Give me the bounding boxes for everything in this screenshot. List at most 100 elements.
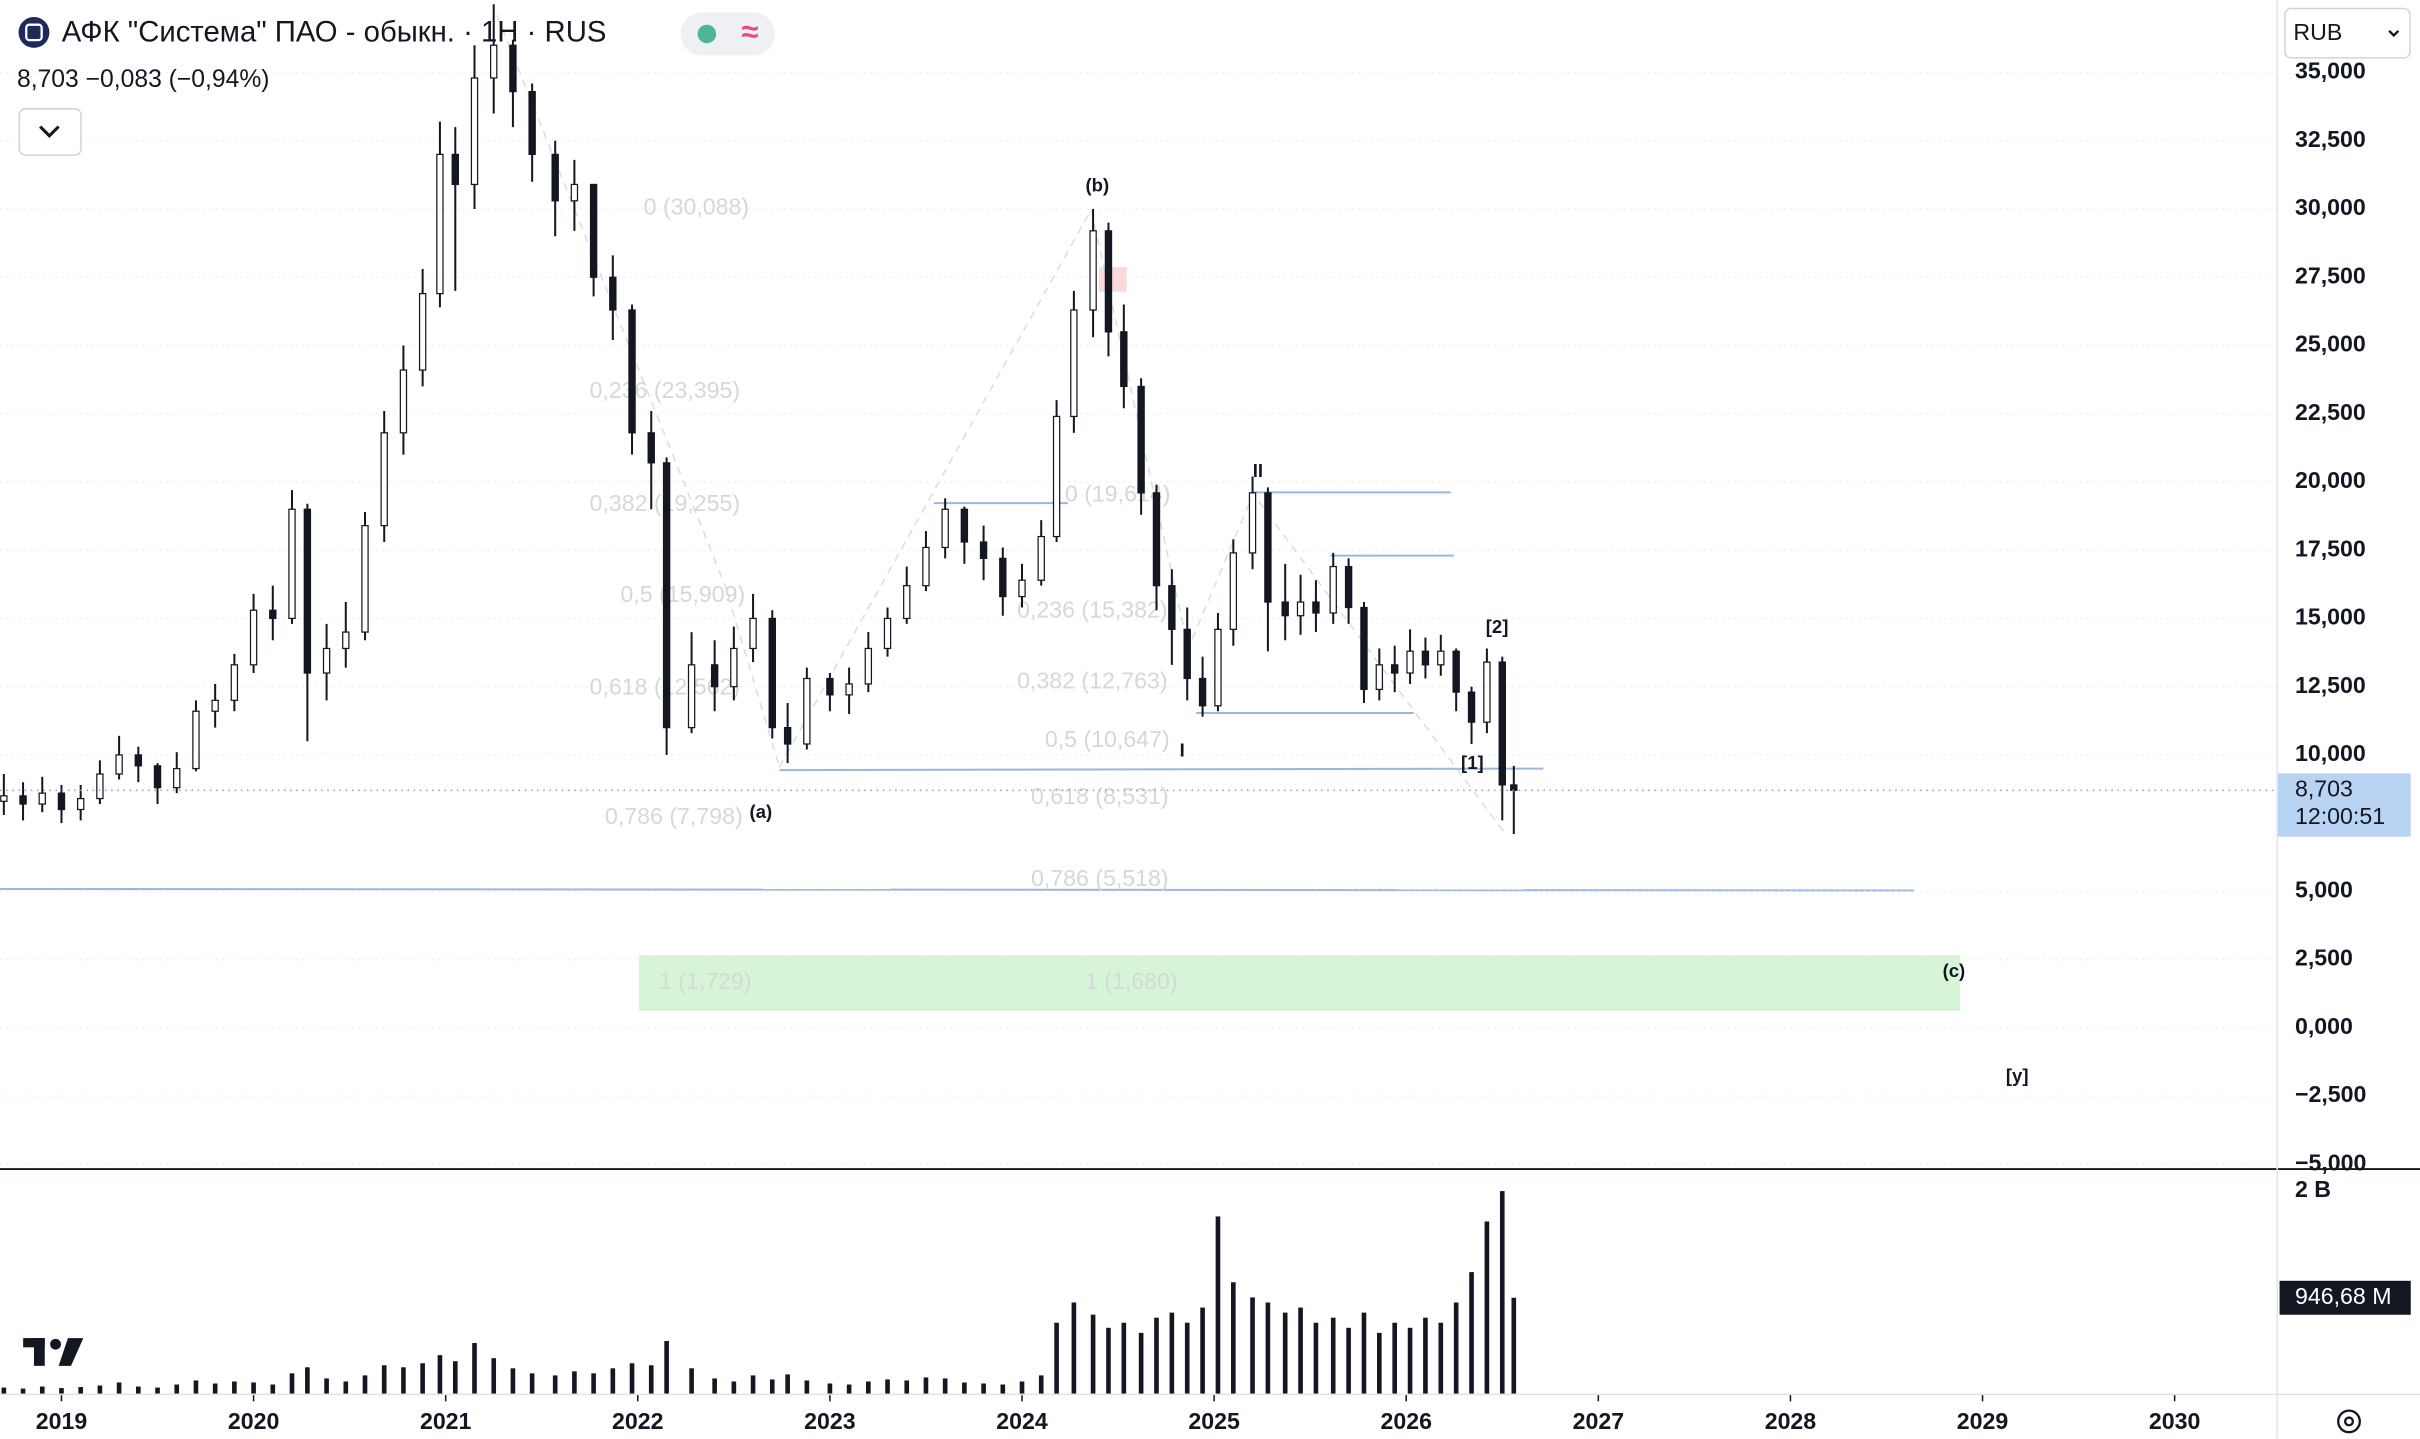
volume-bar [270, 1384, 276, 1394]
volume-bar [1215, 1216, 1221, 1394]
fib-label: 1 (1,680) [1085, 968, 1178, 994]
volume-bar [942, 1378, 948, 1394]
wave-label: [1] [1461, 752, 1484, 773]
fib-label: 0,382 (12,763) [1017, 667, 1168, 693]
volume-bar [689, 1368, 694, 1394]
x-tick-label: 2026 [1380, 1408, 1432, 1434]
volume-bar [552, 1375, 558, 1394]
volume-bar [1054, 1322, 1059, 1394]
status-pill[interactable] [680, 12, 775, 56]
fib-label: 0,786 (5,518) [1031, 865, 1169, 891]
volume-bar [1169, 1312, 1175, 1394]
volume-bar [1499, 1191, 1505, 1394]
x-tick-label: 2027 [1573, 1408, 1624, 1434]
volume-bar [1231, 1282, 1236, 1394]
candle-body [399, 369, 408, 434]
fib-label: 0,5 (15,909) [620, 581, 745, 607]
candle-body [134, 754, 143, 767]
volume-bar [212, 1383, 218, 1394]
status-icon: ≈ [742, 14, 759, 49]
volume-bar [1511, 1297, 1517, 1394]
level-line [779, 767, 1544, 772]
candle-body [783, 726, 792, 745]
chevron [2388, 30, 2400, 38]
volume-bar [232, 1381, 237, 1394]
volume-bar [1298, 1307, 1303, 1394]
settings-icon [2343, 1416, 2355, 1427]
level-line [0, 887, 1914, 892]
candle-body [288, 508, 296, 620]
fib-label: 0,236 (15,382) [1017, 596, 1168, 622]
volume-bar [572, 1371, 577, 1394]
volume-bar [116, 1382, 122, 1394]
candle-body [979, 541, 988, 560]
wave-label: (a) [750, 801, 773, 822]
volume-bar [785, 1374, 790, 1394]
y-tick-label: 2,500 [2295, 945, 2353, 971]
volume-bar [39, 1386, 45, 1394]
candle-body [1329, 565, 1337, 614]
candle-body [361, 525, 369, 633]
candle-body [509, 44, 517, 93]
x-tick-label: 2030 [2149, 1408, 2200, 1434]
candle-body [1375, 664, 1384, 691]
volume-bar [1121, 1322, 1127, 1394]
tv-logo [23, 1338, 84, 1366]
volume-bar [305, 1367, 310, 1394]
candle-body [96, 773, 104, 800]
volume-bar [437, 1355, 443, 1394]
volume-bar [1484, 1221, 1490, 1394]
y-tick-label: 30,000 [2295, 194, 2366, 220]
y-tick-label: 20,000 [2295, 467, 2366, 493]
currency[interactable]: RUB [2293, 19, 2342, 45]
y-tick-label: 22,500 [2295, 399, 2366, 425]
collapse-button[interactable] [18, 108, 82, 156]
volume-bar [1423, 1317, 1428, 1394]
volume-last-label: 946,68 M [2295, 1283, 2391, 1309]
volume-bar [78, 1387, 83, 1394]
volume-bar [1184, 1322, 1190, 1394]
volume-bar [1469, 1272, 1474, 1394]
volume-bar [731, 1381, 737, 1394]
candle-body [1281, 601, 1289, 617]
candle-body [1037, 535, 1045, 581]
volume-bar [97, 1385, 103, 1394]
candle-body [1214, 628, 1222, 707]
volume-bar [155, 1387, 160, 1394]
candle-body [1070, 309, 1078, 418]
volume-bar [962, 1382, 967, 1394]
wave-label: (b) [1086, 175, 1110, 196]
candle-body [687, 664, 696, 729]
candle-body [710, 664, 719, 688]
volume-bar [472, 1342, 477, 1394]
volume-bar [1392, 1322, 1398, 1394]
x-tick-label: 2023 [804, 1408, 856, 1434]
fib-label: 0,5 (10,647) [1045, 726, 1170, 752]
volume-bar [1000, 1384, 1006, 1394]
settings-button[interactable] [2337, 1409, 2361, 1434]
chevron [39, 125, 60, 138]
candle-body [647, 432, 655, 464]
volume-bar [629, 1363, 635, 1394]
volume-bar [1282, 1312, 1288, 1394]
y-tick-label: 27,500 [2295, 262, 2366, 288]
candle-body [1498, 661, 1506, 786]
candle-body [922, 546, 930, 587]
volume-bar [1106, 1327, 1111, 1394]
candle-body [38, 792, 46, 805]
candle-body [0, 795, 8, 802]
volume-bar [1019, 1381, 1025, 1394]
volume-bar [136, 1386, 141, 1394]
volume-bar [866, 1381, 871, 1394]
y-tick-label: −2,500 [2295, 1081, 2366, 1107]
candle-body [609, 276, 617, 311]
candle-body [1229, 552, 1238, 630]
x-tick-label: 2021 [420, 1408, 472, 1434]
candle-body [803, 677, 811, 745]
symbol-title: АФК "Система" ПАО - обыкн. · 1H · RUS [62, 16, 607, 49]
volume-bar [1265, 1302, 1271, 1394]
currency-select[interactable] [2284, 7, 2411, 59]
wave-label: II [1253, 460, 1263, 481]
volume-bar [401, 1367, 406, 1394]
logo-part [58, 1338, 84, 1366]
